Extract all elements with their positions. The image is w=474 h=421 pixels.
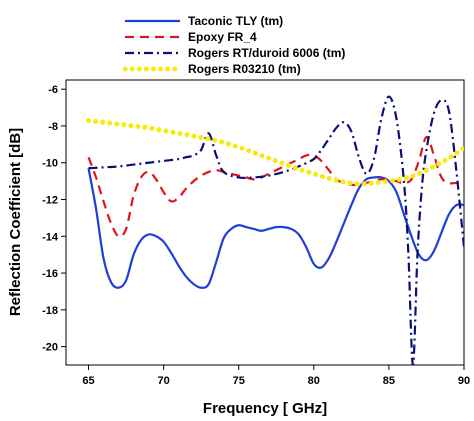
series-layer bbox=[86, 95, 464, 365]
legend-label-1: Taconic TLY (tm) bbox=[188, 14, 283, 28]
series-line-4 bbox=[86, 117, 464, 187]
legend: Taconic TLY (tm) Epoxy FR_4 Rogers RT/duro… bbox=[122, 14, 345, 76]
series-line-2 bbox=[87, 135, 464, 238]
y-tick-label: -18 bbox=[42, 305, 58, 317]
y-tick-label: -20 bbox=[42, 342, 58, 354]
legend-label-3: Rogers RT/duroid 6006 (tm) bbox=[188, 46, 345, 60]
legend-label-2: Epoxy FR_4 bbox=[188, 30, 257, 44]
x-tick-label: 90 bbox=[458, 375, 470, 387]
y-tick-label: -16 bbox=[42, 268, 58, 280]
y-tick-label: -6 bbox=[48, 84, 58, 96]
plot-frame bbox=[65, 79, 465, 366]
y-tick-label: -12 bbox=[42, 195, 58, 207]
x-tick-label: 75 bbox=[233, 375, 245, 387]
series-line-1 bbox=[87, 168, 464, 289]
x-axis-title: Frequency [ GHz] bbox=[203, 400, 327, 417]
x-tick-label: 70 bbox=[157, 375, 169, 387]
x-tick-label: 80 bbox=[308, 375, 320, 387]
y-axis-title: Reflection Coefficient [dB] bbox=[7, 128, 24, 316]
y-tick-label: -8 bbox=[48, 121, 58, 133]
series-line-3 bbox=[88, 95, 464, 365]
y-tick-label: -10 bbox=[42, 158, 58, 170]
y-tick-label: -14 bbox=[42, 231, 59, 243]
axes: 65 70 75 80 85 90 -6 -8 -10 -12 -14 -16 -18 -20 bbox=[42, 79, 470, 387]
x-tick-label: 85 bbox=[383, 375, 395, 387]
legend-label-4: Rogers R03210 (tm) bbox=[188, 62, 301, 76]
x-tick-label: 65 bbox=[82, 375, 94, 387]
